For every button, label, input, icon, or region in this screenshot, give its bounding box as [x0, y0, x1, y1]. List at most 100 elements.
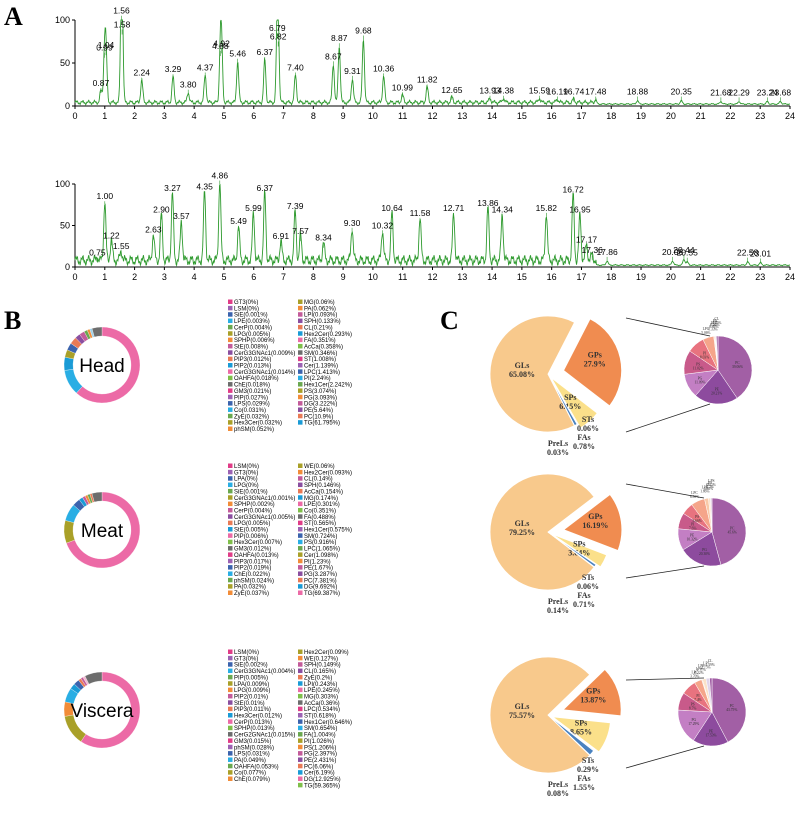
legend-swatch: [298, 565, 303, 570]
panel-b-letter: B: [4, 306, 22, 335]
legend-entry: CerG2GNAc1(0.015%): [234, 733, 295, 739]
donut-slice-other: [84, 671, 103, 685]
legend-swatch: [298, 350, 303, 355]
legend-swatch: [228, 744, 233, 750]
subpie-class-name: PS: [691, 703, 695, 707]
peak-label: 20.44: [673, 245, 695, 255]
pie-slice-gps: [563, 493, 623, 551]
subpie-class-name: PS: [696, 362, 700, 366]
legend-entry: PIP2(0.019%): [234, 566, 271, 572]
legend-swatch: [298, 687, 303, 693]
donut-title: Meat: [81, 521, 124, 542]
legend-entry: SPHP(0.013%): [234, 726, 275, 732]
subpie-slice-pc: [711, 677, 747, 743]
subpie-class-value: 6.58%: [690, 495, 699, 499]
legend-entry: Hex3Cer(0.032%): [234, 421, 282, 427]
subpie-class-name: LPE: [702, 486, 709, 490]
legend-entry: MG(0.06%): [304, 300, 335, 306]
y-tick-label: 100: [55, 15, 70, 25]
pie-class-value: 0.03%: [547, 448, 569, 457]
peak-label: 17.48: [585, 87, 607, 97]
chromatogram-trace: [74, 19, 791, 106]
legend-entry: PIP2(0.01%): [234, 694, 268, 700]
legend-swatch: [228, 527, 233, 532]
pie-class-value: 0.78%: [573, 442, 595, 451]
legend-entry: SPH(0.149%): [304, 663, 341, 669]
pie-class-value: 0.71%: [573, 600, 595, 609]
x-tick-label: 22: [725, 272, 735, 282]
subpie-slice-pc: [711, 497, 747, 566]
x-tick-label: 9: [341, 111, 346, 121]
legend-entry: LPE(0.301%): [304, 502, 340, 508]
legend-entry: PI(2.24%): [304, 376, 331, 382]
legend-swatch: [298, 463, 303, 468]
legend-swatch: [298, 514, 303, 519]
peak-label: 23.01: [750, 249, 772, 259]
legend-swatch: [298, 662, 303, 667]
subpie-class-name: LPC: [691, 671, 698, 675]
legend-entry: PI(1.026%): [304, 739, 334, 745]
legend-swatch: [228, 337, 233, 343]
legend-entry: WE(0.06%): [304, 464, 335, 470]
legend-entry: FA(0.488%): [304, 515, 336, 521]
pie-class-value: 8.65%: [570, 728, 592, 737]
legend-entry: CerG3GNAc1(0.001%): [234, 496, 295, 502]
peak-label: 1.04: [98, 40, 115, 50]
legend-swatch: [228, 662, 233, 667]
subpie-class-value: 39.06%: [732, 365, 743, 369]
legend-swatch: [228, 305, 233, 311]
peak-label: 8.87: [331, 33, 348, 43]
x-tick-label: 1: [102, 272, 107, 282]
legend-swatch: [228, 546, 233, 551]
peak-label: 1.55: [113, 241, 130, 251]
x-tick-label: 19: [636, 111, 646, 121]
legend-swatch: [228, 363, 233, 368]
subpie-class-value: 8.03%: [700, 356, 709, 360]
legend-entry: CerG3GNAc1(0.009%): [234, 351, 295, 357]
subpie-class-value: 3.70%: [690, 675, 699, 679]
legend-entry: LPG(0%): [234, 483, 259, 489]
legend-entry: ChE(0.022%): [234, 572, 270, 578]
legend-entry: ZyE(0.037%): [234, 591, 269, 597]
legend-swatch: [298, 501, 303, 507]
legend-entry: LSM(0%): [234, 650, 259, 656]
legend-entry: FA(0.351%): [304, 338, 336, 344]
subpie-class-name: LPI: [703, 661, 709, 665]
legend-entry: PIP(0.027%): [234, 395, 268, 401]
legend-swatch: [228, 706, 233, 712]
peak-label: 5.99: [245, 203, 262, 213]
subpie-slice-cl: [716, 335, 719, 371]
peak-label: 15.82: [536, 203, 558, 213]
legend-swatch: [298, 324, 303, 330]
subpie-class-value: 43.75%: [726, 708, 737, 712]
subpie-class-name: LPS: [696, 667, 702, 671]
subpie-slice-pc: [717, 335, 753, 399]
peak-label: 4.88: [212, 41, 229, 51]
legend-entry: MG(0.174%): [304, 496, 338, 502]
pie-class-name: PreLs: [548, 439, 568, 448]
legend-swatch: [228, 407, 233, 412]
legend-entry: MG(0.303%): [304, 694, 338, 700]
legend-entry: PIP(0.006%): [234, 534, 268, 540]
legend-swatch: [298, 655, 303, 661]
pie-class-value: 13.87%: [580, 695, 606, 704]
peak-label: 16.74: [563, 87, 585, 97]
pie-class-name: GPs: [586, 686, 600, 695]
subpie-class-name: LPI: [710, 323, 716, 327]
subpie-slice-cl: [709, 677, 713, 713]
pie-slice-gls: [489, 656, 591, 774]
legend-entry: SiE(0.001%): [234, 489, 268, 495]
peak-label: 9.68: [355, 26, 372, 36]
legend-entry: CerP(0.013%): [234, 720, 272, 726]
legend-entry: StE(0.008%): [234, 344, 268, 350]
x-tick-label: 8: [311, 111, 316, 121]
legend-entry: PA(0.032%): [234, 585, 266, 591]
legend-swatch: [298, 495, 303, 500]
subpie-class-name: LPE: [698, 664, 705, 668]
legend-swatch: [228, 668, 233, 674]
legend-entry: LPS(0.029%): [234, 402, 270, 408]
legend-swatch: [228, 343, 233, 349]
legend-swatch: [298, 668, 303, 674]
legend-entry: PA(0.062%): [304, 306, 336, 312]
